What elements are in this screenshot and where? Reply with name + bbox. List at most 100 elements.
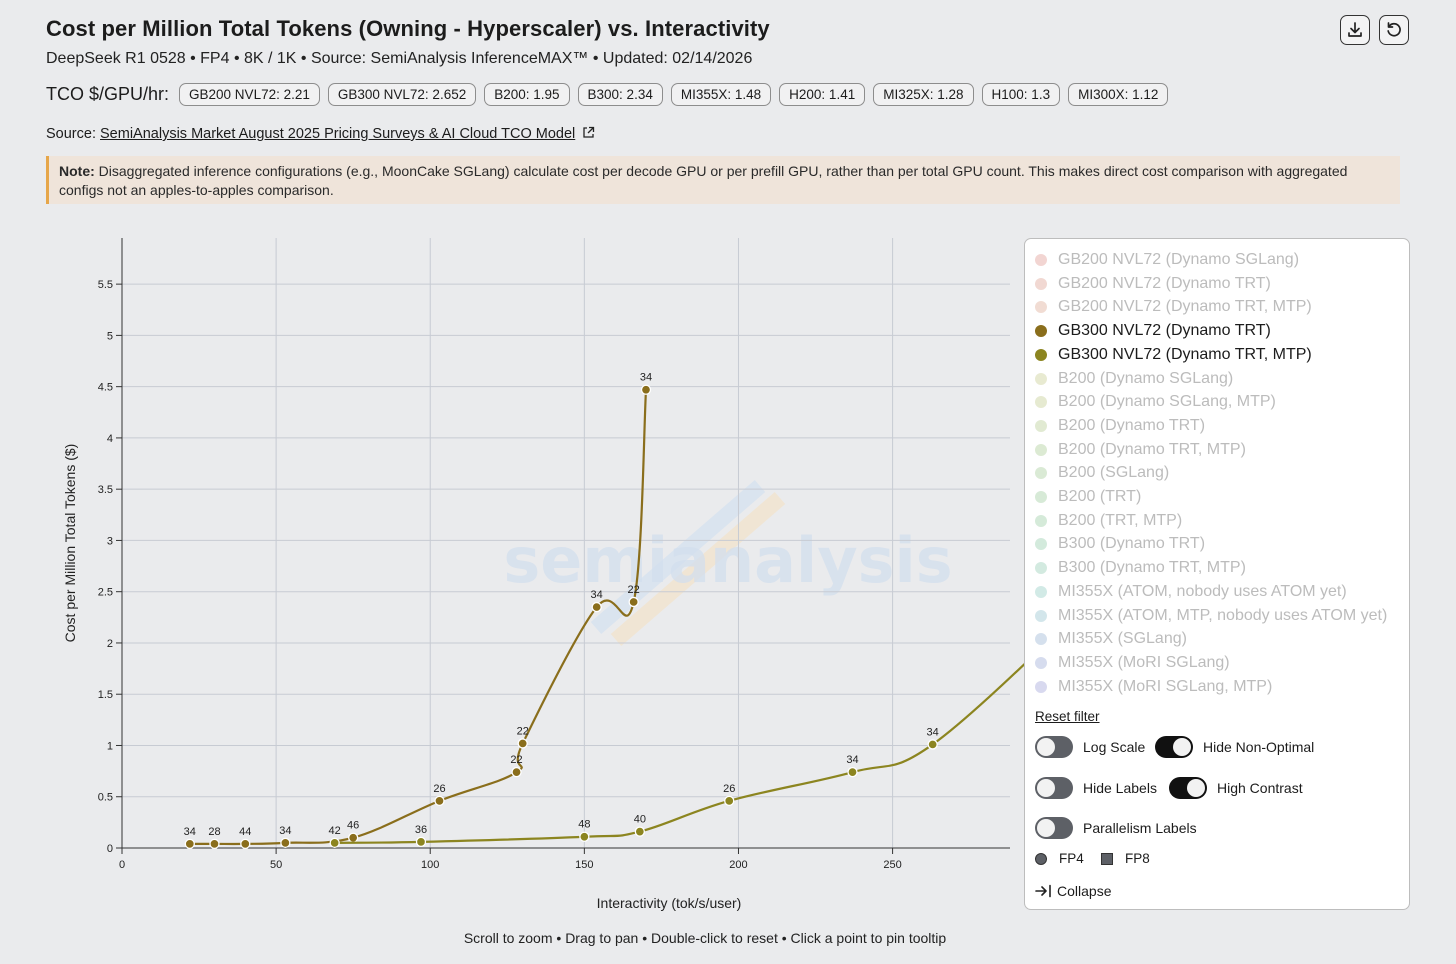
tco-label: TCO $/GPU/hr: [46, 84, 170, 104]
tco-chip: GB300 NVL72: 2.652 [327, 83, 477, 106]
x-tick-label: 150 [575, 859, 593, 871]
data-point[interactable] [640, 384, 652, 395]
data-point[interactable] [579, 831, 590, 842]
data-point[interactable] [329, 837, 340, 849]
data-point[interactable] [628, 596, 639, 608]
hide-non-optimal-switch[interactable] [1155, 736, 1193, 758]
data-point[interactable] [511, 766, 522, 778]
legend-item[interactable]: B200 (Dynamo TRT, MTP) [1035, 441, 1246, 459]
hide-non-optimal-label: Hide Non-Optimal [1203, 739, 1315, 755]
legend-item[interactable]: B200 (SGLang) [1035, 464, 1169, 482]
hide-labels-toggle[interactable]: Hide Labels [1035, 777, 1157, 799]
legend-swatch [1035, 419, 1047, 432]
legend-label: GB200 NVL72 (Dynamo SGLang) [1058, 251, 1300, 268]
data-point[interactable] [184, 838, 195, 850]
high-contrast-toggle[interactable]: High Contrast [1169, 777, 1303, 799]
data-label: 28 [208, 826, 220, 838]
reset-filter-link[interactable]: Reset filter [1035, 709, 1100, 724]
y-tick-label: 3 [107, 535, 113, 547]
data-label: 22 [510, 754, 522, 766]
legend-item[interactable]: GB300 NVL72 (Dynamo TRT) [1035, 322, 1271, 340]
legend-item[interactable]: B200 (TRT, MTP) [1035, 512, 1182, 530]
data-label: 42 [329, 825, 341, 837]
external-link-icon [583, 126, 595, 138]
data-point[interactable] [724, 795, 735, 806]
y-tick-label: 5 [107, 330, 113, 342]
data-point[interactable] [240, 838, 251, 850]
high-contrast-switch[interactable] [1169, 777, 1207, 799]
legend-label: MI355X (MoRI SGLang, MTP) [1058, 677, 1273, 695]
fp8-marker-icon [1101, 852, 1113, 865]
data-label: 34 [279, 825, 291, 837]
legend-label: B200 (Dynamo TRT) [1058, 416, 1206, 434]
y-tick-label: 2.5 [98, 587, 113, 599]
data-point[interactable] [591, 601, 602, 613]
legend-item[interactable]: B200 (TRT) [1035, 488, 1141, 506]
data-point[interactable] [348, 832, 359, 843]
tco-row: TCO $/GPU/hr: GB200 NVL72: 2.21 GB300 NV… [46, 83, 1176, 106]
legend-label: MI355X (ATOM, MTP, nobody uses ATOM yet) [1058, 606, 1388, 624]
legend-item[interactable]: MI355X (MoRI SGLang, MTP) [1035, 678, 1272, 696]
reset-view-button[interactable] [1379, 15, 1409, 45]
y-tick-label: 4.5 [98, 382, 113, 394]
log-scale-switch[interactable] [1035, 736, 1073, 758]
data-point[interactable] [415, 836, 427, 847]
parallelism-labels-label: Parallelism Labels [1083, 820, 1197, 836]
legend-swatch [1035, 301, 1047, 314]
data-point[interactable] [280, 837, 291, 849]
legend-swatch [1035, 562, 1047, 575]
hide-labels-switch[interactable] [1035, 777, 1073, 799]
legend-item[interactable]: GB200 NVL72 (Dynamo SGLang) [1035, 251, 1299, 269]
legend-item[interactable]: GB200 NVL72 (Dynamo TRT) [1035, 275, 1271, 293]
legend-item[interactable]: B200 (Dynamo SGLang, MTP) [1035, 393, 1276, 411]
legend-item[interactable]: B300 (Dynamo TRT, MTP) [1035, 559, 1246, 577]
legend-item[interactable]: GB200 NVL72 (Dynamo TRT, MTP) [1035, 298, 1312, 316]
legend-label: GB200 NVL72 (Dynamo TRT, MTP) [1058, 298, 1312, 316]
legend-swatch [1035, 585, 1047, 598]
legend-label: B200 (TRT, MTP) [1058, 511, 1183, 529]
hide-non-optimal-toggle[interactable]: Hide Non-Optimal [1155, 736, 1314, 758]
download-icon [1348, 22, 1362, 37]
x-tick-label: 0 [119, 859, 125, 871]
legend-item[interactable]: MI355X (SGLang) [1035, 630, 1187, 648]
data-label: 22 [517, 725, 529, 737]
source-link[interactable]: SemiAnalysis Market August 2025 Pricing … [100, 126, 576, 142]
legend-label: MI355X (ATOM, nobody uses ATOM yet) [1058, 582, 1347, 600]
parallelism-labels-switch[interactable] [1035, 817, 1073, 839]
legend-label: MI355X (MoRI SGLang) [1058, 653, 1230, 671]
watermark: semianalysis [503, 479, 953, 647]
legend-swatch [1035, 277, 1047, 290]
parallelism-labels-toggle[interactable]: Parallelism Labels [1035, 817, 1197, 839]
legend-item[interactable]: B200 (Dynamo TRT) [1035, 417, 1205, 435]
legend-item[interactable]: MI355X (ATOM, MTP, nobody uses ATOM yet) [1035, 607, 1387, 625]
legend-label: B200 (Dynamo SGLang, MTP) [1058, 393, 1276, 411]
y-tick-label: 1.5 [98, 689, 113, 701]
legend-label: B200 (Dynamo SGLang) [1058, 369, 1234, 387]
tco-chip: B300: 2.34 [577, 83, 663, 106]
chart-subtitle: DeepSeek R1 0528 • FP4 • 8K / 1K • Sourc… [46, 50, 753, 67]
legend-item[interactable]: B300 (Dynamo TRT) [1035, 535, 1205, 553]
data-point[interactable] [434, 795, 445, 806]
log-scale-toggle[interactable]: Log Scale [1035, 736, 1145, 758]
data-point[interactable] [634, 826, 645, 837]
x-tick-label: 200 [729, 859, 747, 871]
legend-item[interactable]: B200 (Dynamo SGLang) [1035, 370, 1233, 388]
collapse-button[interactable]: Collapse [1035, 883, 1111, 899]
data-label: 34 [640, 372, 652, 384]
data-point[interactable] [209, 838, 220, 850]
note-text: Disaggregated inference configurations (… [59, 163, 1348, 198]
data-point[interactable] [517, 738, 528, 749]
high-contrast-label: High Contrast [1217, 780, 1303, 796]
legend-item[interactable]: MI355X (ATOM, nobody uses ATOM yet) [1035, 583, 1347, 601]
data-label: 34 [184, 826, 196, 838]
legend-item[interactable]: GB300 NVL72 (Dynamo TRT, MTP) [1035, 346, 1312, 364]
legend-item[interactable]: MI355X (MoRI SGLang) [1035, 654, 1230, 672]
legend-label: MI355X (SGLang) [1058, 630, 1187, 648]
download-button[interactable] [1340, 15, 1370, 45]
legend-label: B300 (Dynamo TRT, MTP) [1058, 559, 1246, 577]
series-layer[interactable]: 34284434462622223422344236484026343434 [184, 372, 1090, 850]
y-tick-label: 5.5 [98, 279, 113, 291]
data-point[interactable] [927, 739, 938, 750]
data-point[interactable] [847, 766, 858, 778]
